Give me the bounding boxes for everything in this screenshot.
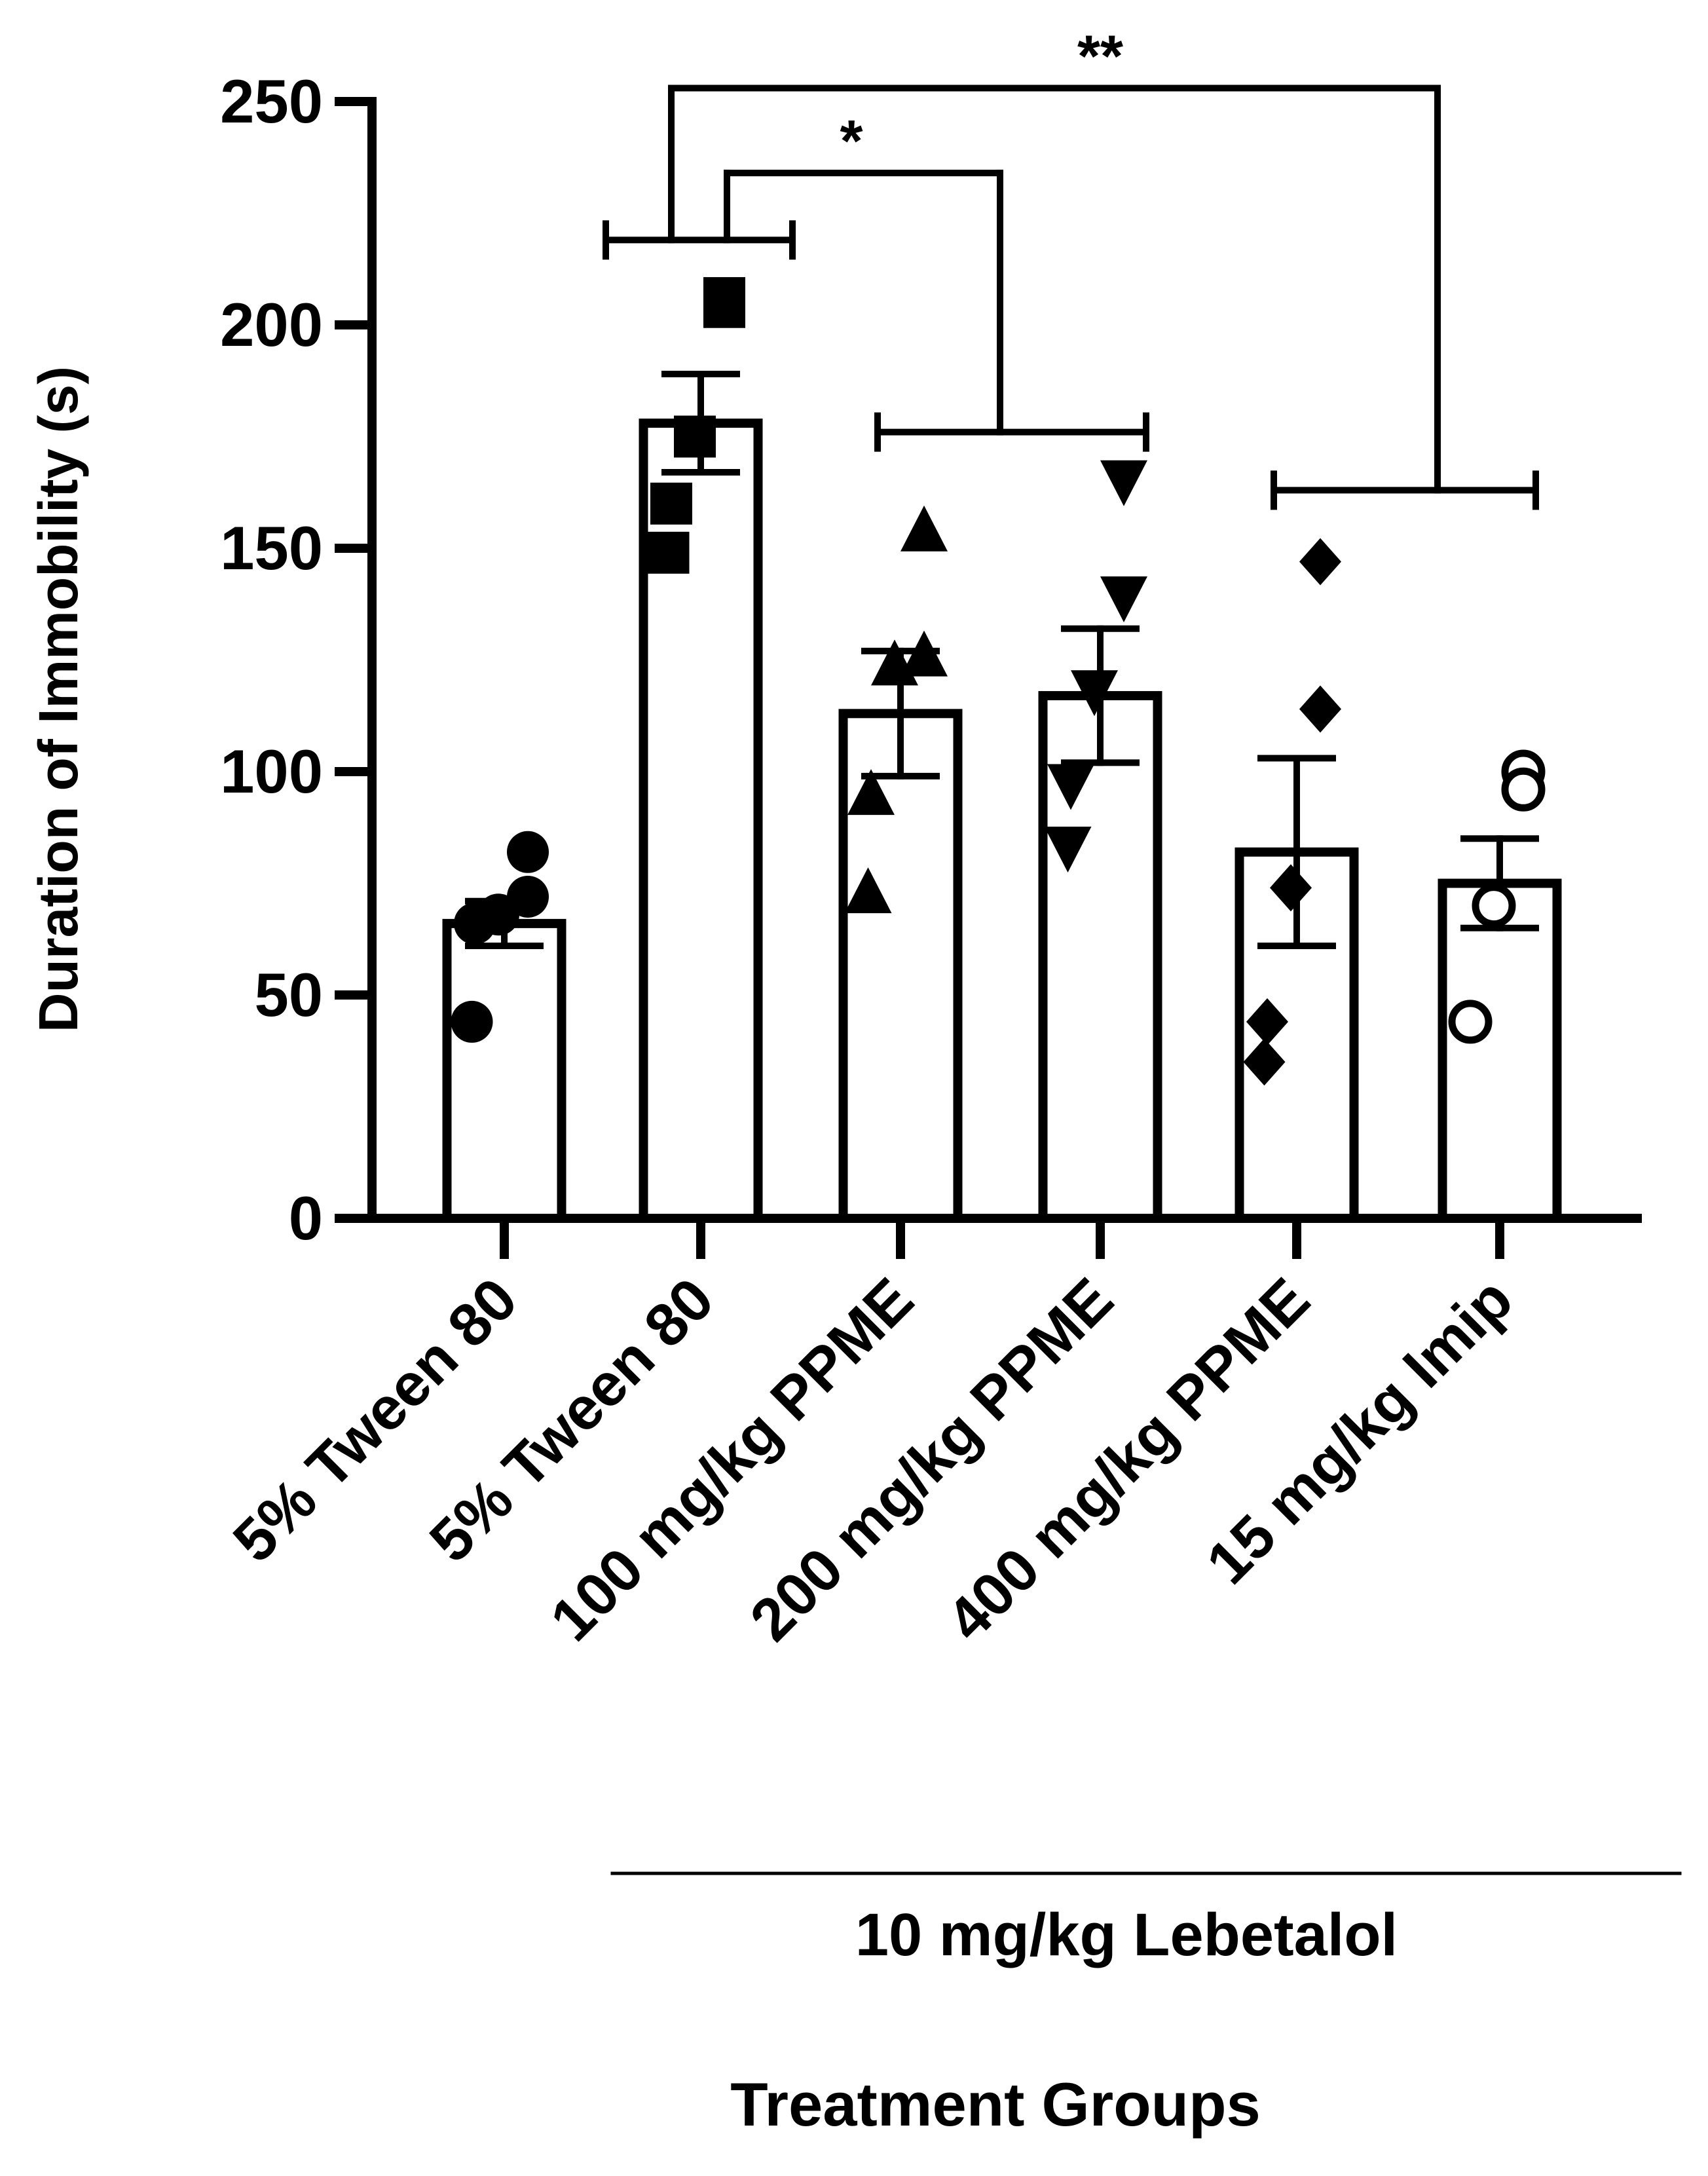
data-point [1501,767,1546,812]
y-tick-label: 50 [254,960,323,1029]
data-point [900,630,948,677]
sig-label-double-star: ** [1077,24,1123,90]
data-point [1472,884,1516,928]
data-point [847,769,895,816]
group-bracket-label: 10 mg/kg Lebetalol [855,1902,1398,1968]
data-point [674,415,716,458]
data-point [1047,764,1094,810]
data-point [1448,1000,1493,1044]
y-axis-title: Duration of Immobility (s) [28,366,89,1032]
data-point [647,531,690,574]
bar [639,419,763,1223]
sig-label-star: * [840,109,863,174]
y-tick-label: 200 [220,290,323,359]
x-axis-title: Treatment Groups [730,2070,1261,2139]
data-point [703,286,745,328]
y-tick-label: 150 [220,514,323,582]
data-point [844,867,892,914]
data-point [1071,670,1118,717]
data-point [1246,998,1288,1045]
data-point [507,831,549,873]
data-point [454,902,496,945]
bar [1438,878,1562,1223]
data-point [871,639,918,686]
x-tick-label: 100 mg/kg PPME [538,1266,926,1654]
x-tick-label: 200 mg/kg PPME [737,1266,1126,1654]
data-point [1299,538,1341,586]
data-point [1100,576,1147,623]
x-tick-label: 400 mg/kg PPME [934,1266,1322,1654]
data-point [451,1000,493,1043]
bar [442,918,566,1223]
data-point [1243,1038,1286,1086]
y-tick-label: 100 [220,737,323,806]
data-point [1044,826,1092,872]
data-point [1299,685,1341,733]
data-point [650,482,692,525]
data-point [900,505,948,552]
data-point [1270,864,1312,912]
bar [838,709,963,1223]
y-tick-label: 250 [220,67,323,136]
data-point [1100,460,1147,506]
y-tick-label: 0 [289,1184,323,1252]
